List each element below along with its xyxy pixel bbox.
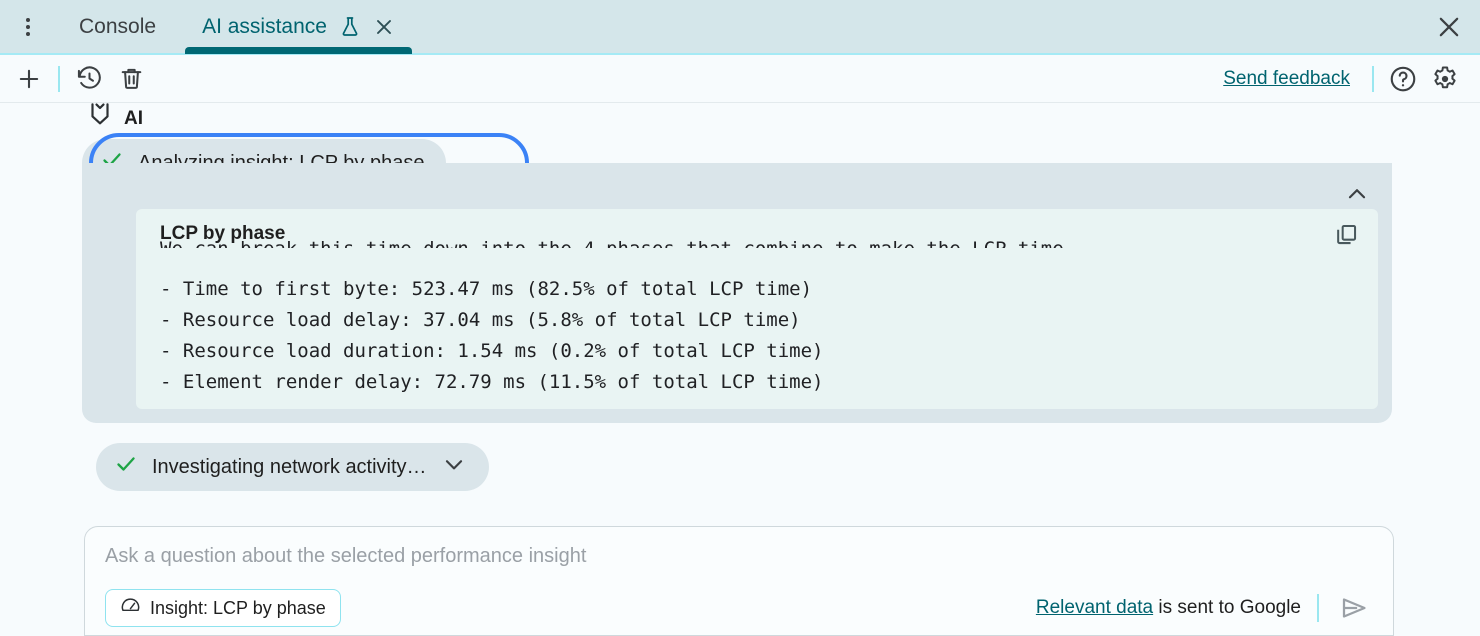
new-chat-button[interactable] <box>8 59 50 99</box>
send-feedback-link[interactable]: Send feedback <box>1223 67 1350 89</box>
check-icon <box>114 452 138 482</box>
chat-input-footer: Insight: LCP by phase Relevant data is s… <box>105 589 1373 627</box>
code-line: - Resource load duration: 1.54 ms (0.2% … <box>160 340 824 362</box>
active-tab-indicator <box>185 47 412 54</box>
settings-button[interactable] <box>1424 59 1466 99</box>
close-panel-button[interactable] <box>1418 0 1480 54</box>
tab-ai-assistance-label: AI assistance <box>202 14 327 38</box>
code-line-clipped: We can break this time down into the 4 p… <box>160 234 1360 248</box>
code-line: - Time to first byte: 523.47 ms (82.5% o… <box>160 278 813 300</box>
context-chip-label: Insight: LCP by phase <box>150 597 326 618</box>
toolbar-divider <box>58 65 60 92</box>
toolbar-divider-right <box>1372 65 1374 92</box>
chat-input-area: Ask a question about the selected perfor… <box>84 526 1394 636</box>
more-tabs-button[interactable] <box>0 0 56 54</box>
code-line: - Element render delay: 72.79 ms (11.5% … <box>160 371 824 393</box>
history-button[interactable] <box>68 59 110 99</box>
conversation-area: AI Analyzing insight: LCP by phase <box>0 103 1480 520</box>
step-investigating-network-button[interactable]: Investigating network activity… <box>96 443 489 491</box>
code-block-title: LCP by phase <box>160 223 286 244</box>
relevant-data-link[interactable]: Relevant data <box>1035 597 1154 618</box>
chevron-up-icon[interactable] <box>1344 181 1370 207</box>
tab-bar: Console AI assistance <box>0 0 1480 55</box>
tab-console-label: Console <box>79 14 157 38</box>
delete-chats-button[interactable] <box>110 59 152 99</box>
chevron-down-icon[interactable] <box>441 451 467 483</box>
code-line: - Resource load delay: 37.04 ms (5.8% of… <box>160 309 801 331</box>
code-block-content: We can break this time down into the 4 p… <box>160 234 1360 398</box>
performance-gauge-icon <box>120 595 141 621</box>
help-button[interactable] <box>1382 59 1424 99</box>
tab-console[interactable]: Console <box>56 0 179 54</box>
step-card-header <box>82 163 1392 225</box>
step-investigating-network: Investigating network activity… <box>14 443 1466 491</box>
step-investigating-network-label: Investigating network activity… <box>152 455 427 478</box>
disclaimer-text: is sent to Google <box>1153 597 1301 618</box>
more-vertical-icon <box>26 17 30 36</box>
agent-header: AI <box>14 103 1466 139</box>
copy-icon[interactable] <box>1333 221 1360 248</box>
context-chip-insight[interactable]: Insight: LCP by phase <box>105 589 341 627</box>
panel-toolbar: Send feedback <box>0 55 1480 103</box>
code-blank-line <box>160 248 1360 274</box>
tab-close-icon[interactable] <box>373 16 395 38</box>
agent-name: AI <box>124 108 143 129</box>
tab-ai-assistance[interactable]: AI assistance <box>179 0 418 54</box>
chat-input[interactable]: Ask a question about the selected perfor… <box>105 545 587 567</box>
send-button[interactable] <box>1335 589 1373 627</box>
ai-sparkle-icon <box>86 103 114 137</box>
data-disclaimer: Relevant data is sent to Google <box>1036 597 1301 619</box>
input-divider <box>1317 594 1319 622</box>
flask-icon <box>338 15 362 39</box>
insight-code-block: LCP by phase We can break this time down… <box>136 209 1378 409</box>
step-analyzing-insight-body: LCP by phase We can break this time down… <box>82 163 1392 423</box>
